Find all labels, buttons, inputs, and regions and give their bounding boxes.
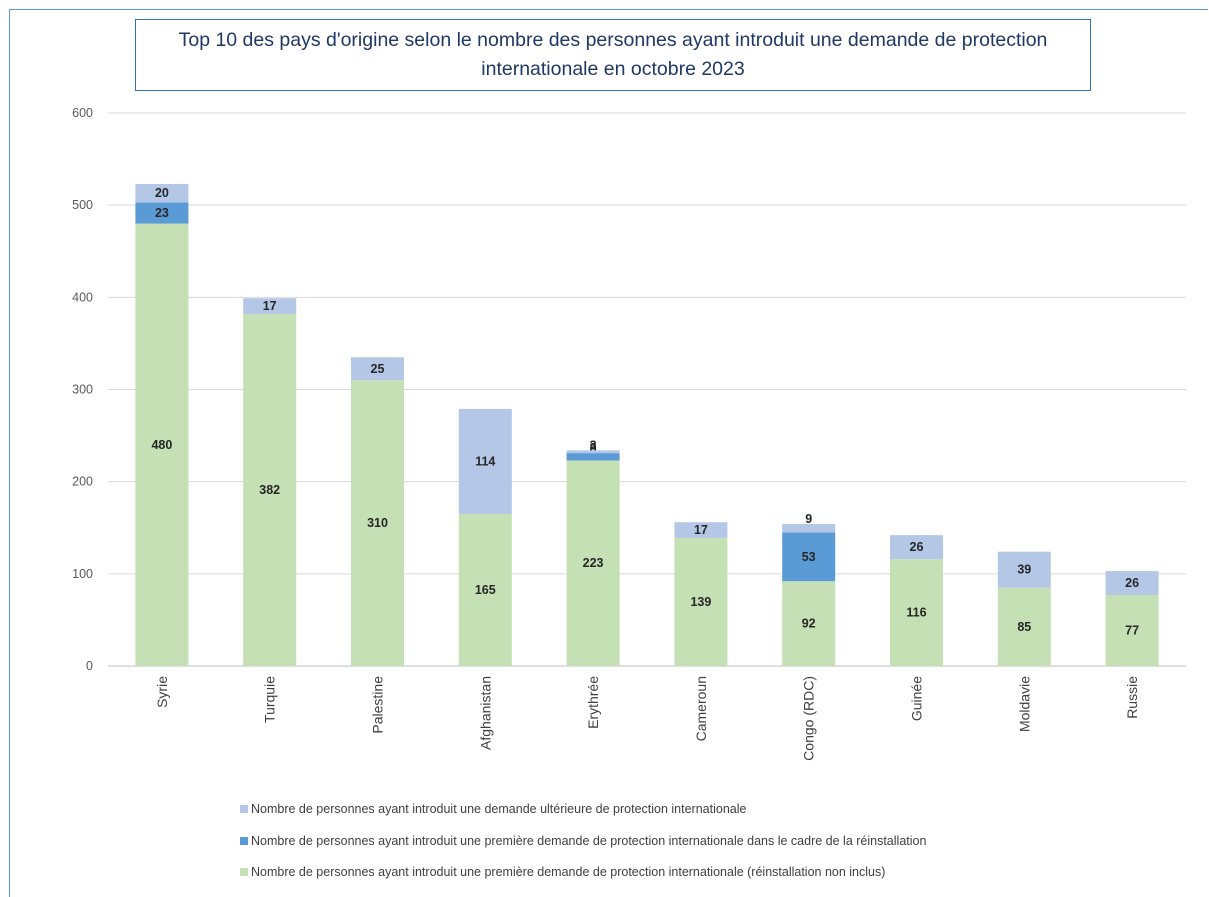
- legend-item: Nombre de personnes ayant introduit une …: [240, 865, 885, 879]
- bar-segment: [458, 408, 512, 514]
- data-label: 17: [694, 523, 708, 537]
- data-label: 116: [906, 606, 926, 620]
- legend-swatch: [240, 868, 248, 876]
- legend-item: Nombre de personnes ayant introduit une …: [240, 802, 746, 816]
- data-label: 23: [155, 206, 169, 220]
- bar-segment: [458, 513, 512, 666]
- chart-frame: [9, 9, 1208, 897]
- category-label: Erythrée: [585, 676, 601, 729]
- bar-segment: [1105, 595, 1159, 666]
- category-label: Guinée: [909, 676, 925, 721]
- bar-segment: [782, 581, 836, 666]
- y-tick-label: 0: [86, 659, 93, 673]
- data-label: 53: [802, 550, 816, 564]
- data-label: 8: [590, 441, 597, 455]
- category-label: Russie: [1124, 676, 1140, 719]
- chart-title: Top 10 des pays d'origine selon le nombr…: [135, 19, 1091, 91]
- data-label: 20: [155, 186, 169, 200]
- y-tick-label: 200: [72, 475, 93, 489]
- data-label: 26: [910, 540, 924, 554]
- legend-label: Nombre de personnes ayant introduit une …: [251, 802, 747, 816]
- data-label: 17: [263, 299, 277, 313]
- legend-item: Nombre de personnes ayant introduit une …: [240, 834, 926, 848]
- bar-segment: [566, 450, 620, 454]
- y-tick-label: 500: [72, 198, 93, 212]
- y-tick-label: 400: [72, 290, 93, 304]
- bar-segment: [997, 587, 1051, 666]
- bar-segment: [782, 524, 836, 533]
- bar-segment: [566, 460, 620, 666]
- y-tick-label: 300: [72, 383, 93, 397]
- data-label: 39: [1017, 563, 1031, 577]
- category-label: Palestine: [370, 676, 386, 734]
- data-label: 9: [805, 512, 812, 526]
- data-label: 114: [475, 454, 495, 468]
- bar-segment: [243, 298, 297, 314]
- data-label: 26: [1125, 576, 1139, 590]
- category-label: Afghanistan: [477, 676, 493, 750]
- bar-segment: [135, 223, 189, 666]
- data-label: 85: [1017, 620, 1031, 634]
- data-label: 310: [367, 516, 388, 530]
- y-tick-label: 100: [72, 567, 93, 581]
- data-label: 92: [802, 617, 816, 631]
- legend-swatch: [240, 837, 248, 845]
- category-label: Moldavie: [1016, 676, 1032, 732]
- data-label: 25: [371, 362, 385, 376]
- bar-segment: [1105, 571, 1159, 596]
- bar-segment: [135, 183, 189, 203]
- category-label: Syrie: [154, 676, 170, 708]
- bar-segment: [351, 380, 404, 666]
- bar-segment: [135, 202, 189, 224]
- bar-segment: [674, 537, 728, 666]
- data-label: 3: [590, 438, 597, 452]
- legend-label: Nombre de personnes ayant introduit une …: [251, 865, 886, 879]
- data-label: 165: [475, 583, 496, 597]
- data-label: 382: [259, 483, 280, 497]
- bar-segment: [782, 532, 836, 582]
- data-label: 480: [151, 438, 172, 452]
- y-tick-label: 600: [72, 106, 93, 120]
- data-label: 139: [690, 595, 711, 609]
- category-label: Turquie: [262, 676, 278, 723]
- data-label: 223: [583, 556, 604, 570]
- bar-segment: [351, 357, 404, 381]
- bar-segment: [997, 551, 1051, 588]
- bar-segment: [890, 559, 943, 666]
- legend-label: Nombre de personnes ayant introduit une …: [251, 834, 927, 848]
- bar-segment: [566, 453, 620, 461]
- legend-swatch: [240, 805, 248, 813]
- data-label: 77: [1125, 624, 1139, 638]
- bar-segment: [890, 535, 943, 560]
- bar-segment: [674, 522, 728, 538]
- bar-segment: [243, 313, 297, 666]
- category-label: Congo (RDC): [801, 676, 817, 761]
- category-label: Cameroun: [693, 676, 709, 741]
